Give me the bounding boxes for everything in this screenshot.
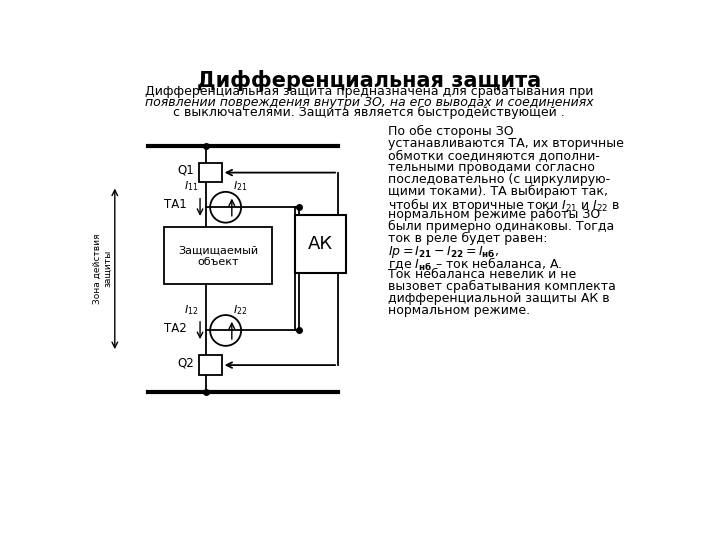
Text: тельными проводами согласно: тельными проводами согласно xyxy=(388,161,595,174)
Text: появлении повреждения внутри ЗО, на его выводах и соединениях: появлении повреждения внутри ЗО, на его … xyxy=(145,96,593,109)
Bar xyxy=(163,226,272,284)
Text: Дифференциальная защита предназначена для срабатывания при: Дифференциальная защита предназначена дл… xyxy=(145,85,593,98)
Text: щими токами). ТА выбирают так,: щими токами). ТА выбирают так, xyxy=(388,185,608,198)
Text: чтобы их вторичные токи $\mathit{I}_{21}$ и $\mathit{I}_{22}$ в: чтобы их вторичные токи $\mathit{I}_{21}… xyxy=(388,197,621,214)
Bar xyxy=(295,215,346,273)
Text: $\mathit{I}_{12}$: $\mathit{I}_{12}$ xyxy=(184,303,199,316)
Text: $\mathbf{\mathit{Ip}} = \mathbf{\mathit{I}_{21}} - \mathbf{\mathit{I}_{22}} = \m: $\mathbf{\mathit{Ip}} = \mathbf{\mathit{… xyxy=(388,244,500,260)
Text: Дифференциальная защита: Дифференциальная защита xyxy=(197,70,541,91)
Text: вызовет срабатывания комплекта: вызовет срабатывания комплекта xyxy=(388,280,616,293)
Text: Q1: Q1 xyxy=(178,164,194,177)
Text: Защищаемый: Защищаемый xyxy=(178,246,258,256)
Text: АК: АК xyxy=(308,235,333,253)
Text: нормальном режиме.: нормальном режиме. xyxy=(388,304,531,317)
Text: последовательно (с циркулирую-: последовательно (с циркулирую- xyxy=(388,173,611,186)
Text: ток в реле будет равен:: ток в реле будет равен: xyxy=(388,232,548,245)
Text: ТА1: ТА1 xyxy=(164,198,187,212)
Text: были примерно одинаковы. Тогда: были примерно одинаковы. Тогда xyxy=(388,220,615,233)
Bar xyxy=(199,355,222,375)
Text: нормальном режиме работы ЗО: нормальном режиме работы ЗО xyxy=(388,208,600,221)
Text: $\mathit{I}_{22}$: $\mathit{I}_{22}$ xyxy=(233,303,248,316)
Text: где $\mathbf{\mathit{I}_{нб}}$ – ток небаланса, А.: где $\mathbf{\mathit{I}_{нб}}$ – ток неб… xyxy=(388,256,563,273)
Text: Зона действия
защиты: Зона действия защиты xyxy=(93,234,112,304)
Text: По обе стороны ЗО: По обе стороны ЗО xyxy=(388,125,514,138)
Bar xyxy=(199,163,222,182)
Text: обмотки соединяются дополни-: обмотки соединяются дополни- xyxy=(388,148,600,162)
Text: Ток небаланса невелик и не: Ток небаланса невелик и не xyxy=(388,268,577,281)
Text: $\mathit{I}_{11}$: $\mathit{I}_{11}$ xyxy=(184,180,199,193)
Text: объект: объект xyxy=(197,256,238,267)
Text: дифференциальной защиты АК в: дифференциальной защиты АК в xyxy=(388,292,610,305)
Text: с выключателями. Защита является быстродействующей .: с выключателями. Защита является быстрод… xyxy=(173,106,565,119)
Text: ТА2: ТА2 xyxy=(164,322,187,335)
Text: $\mathit{I}_{21}$: $\mathit{I}_{21}$ xyxy=(233,180,248,193)
Text: устанавливаются ТА, их вторичные: устанавливаются ТА, их вторичные xyxy=(388,137,624,150)
Text: Q2: Q2 xyxy=(178,356,194,369)
